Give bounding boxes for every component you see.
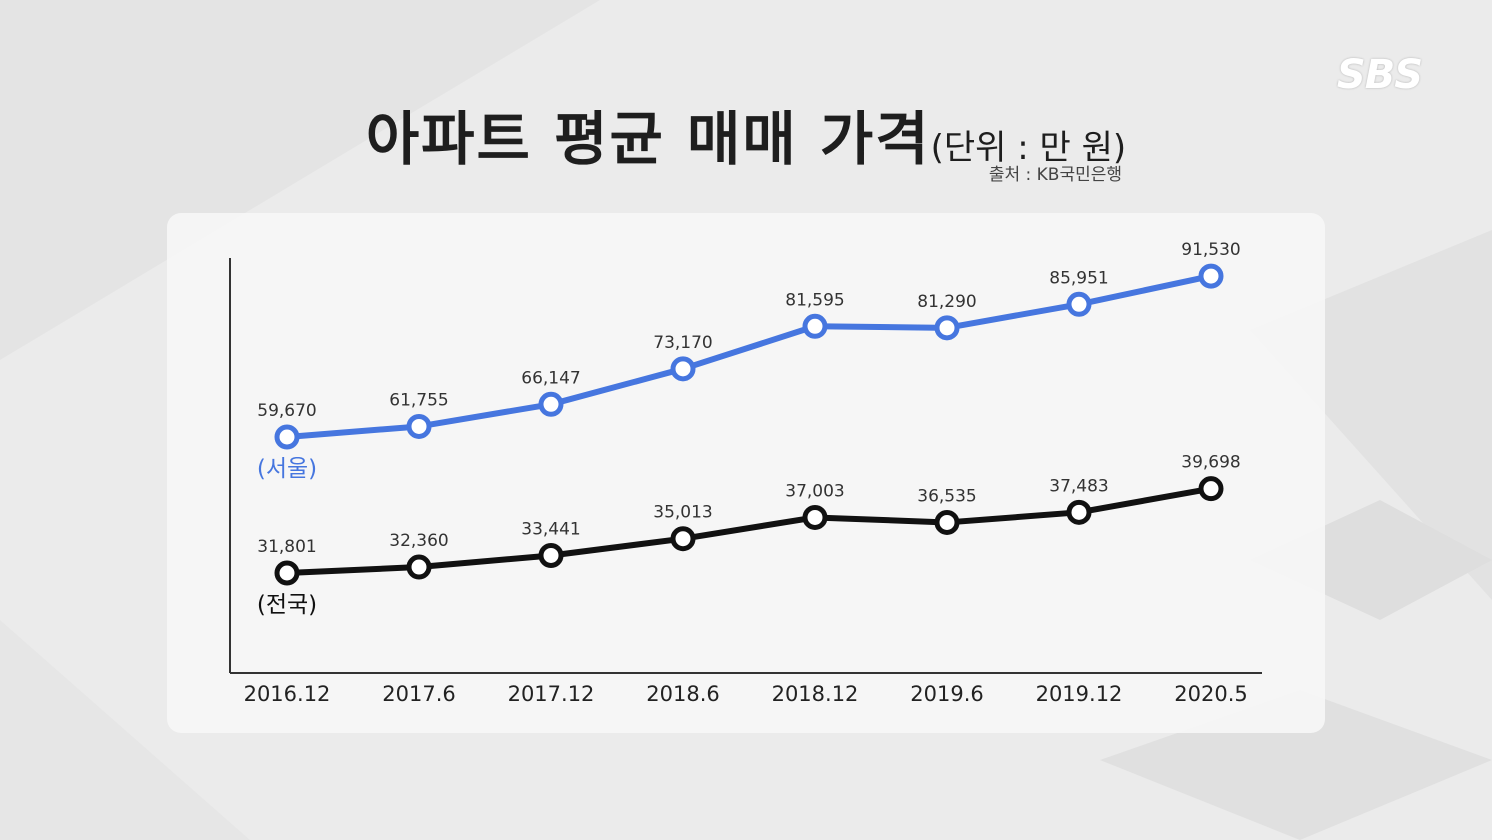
data-point-seoul — [1198, 263, 1224, 289]
data-point-national — [802, 504, 828, 530]
data-label-national: 39,698 — [1181, 453, 1240, 473]
x-tick-label: 2017.12 — [508, 682, 595, 706]
data-label-national: 32,360 — [389, 531, 448, 551]
data-label-seoul: 91,530 — [1181, 240, 1240, 260]
sbs-logo: SBS — [1336, 52, 1423, 98]
data-label-seoul: 73,170 — [653, 333, 712, 353]
x-tick-label: 2017.6 — [382, 682, 455, 706]
data-label-national: 37,003 — [785, 481, 844, 501]
chart-title-unit: (단위 : 만 원) — [930, 128, 1127, 168]
data-label-seoul: 85,951 — [1049, 268, 1108, 288]
data-point-national — [934, 509, 960, 535]
data-point-seoul — [538, 391, 564, 417]
x-tick-label: 2018.6 — [646, 682, 719, 706]
x-tick-label: 2016.12 — [244, 682, 331, 706]
data-label-seoul: 66,147 — [521, 368, 580, 388]
data-label-seoul: 59,670 — [257, 401, 316, 421]
series-name-seoul: (서울) — [257, 456, 317, 482]
chart-title-main: 아파트 평균 매매 가격 — [365, 105, 931, 173]
data-label-national: 31,801 — [257, 537, 316, 557]
data-label-seoul: 81,290 — [917, 292, 976, 312]
data-point-national — [1198, 476, 1224, 502]
data-point-national — [406, 554, 432, 580]
x-tick-label: 2018.12 — [772, 682, 859, 706]
data-point-national — [670, 526, 696, 552]
data-point-seoul — [670, 356, 696, 382]
data-label-national: 37,483 — [1049, 476, 1108, 496]
data-label-national: 33,441 — [521, 519, 580, 539]
data-point-seoul — [274, 424, 300, 450]
x-tick-label: 2020.5 — [1174, 682, 1247, 706]
data-point-national — [538, 542, 564, 568]
series-line-seoul — [284, 273, 1214, 440]
data-point-national — [274, 560, 300, 586]
data-point-seoul — [406, 413, 432, 439]
data-label-seoul: 61,755 — [389, 390, 448, 410]
data-point-seoul — [1066, 291, 1092, 317]
source-label: 출처 : KB국민은행 — [988, 165, 1122, 185]
data-point-seoul — [802, 313, 828, 339]
series-line-national — [284, 485, 1214, 576]
x-tick-label: 2019.12 — [1036, 682, 1123, 706]
chart-title: 아파트 평균 매매 가격(단위 : 만 원) — [0, 92, 1492, 176]
data-point-national — [1066, 499, 1092, 525]
data-point-seoul — [934, 315, 960, 341]
data-label-national: 35,013 — [653, 503, 712, 523]
series-name-national: (전국) — [257, 592, 317, 618]
chart-panel — [167, 213, 1325, 733]
data-label-seoul: 81,595 — [785, 290, 844, 310]
x-tick-label: 2019.6 — [910, 682, 983, 706]
data-label-national: 36,535 — [917, 486, 976, 506]
